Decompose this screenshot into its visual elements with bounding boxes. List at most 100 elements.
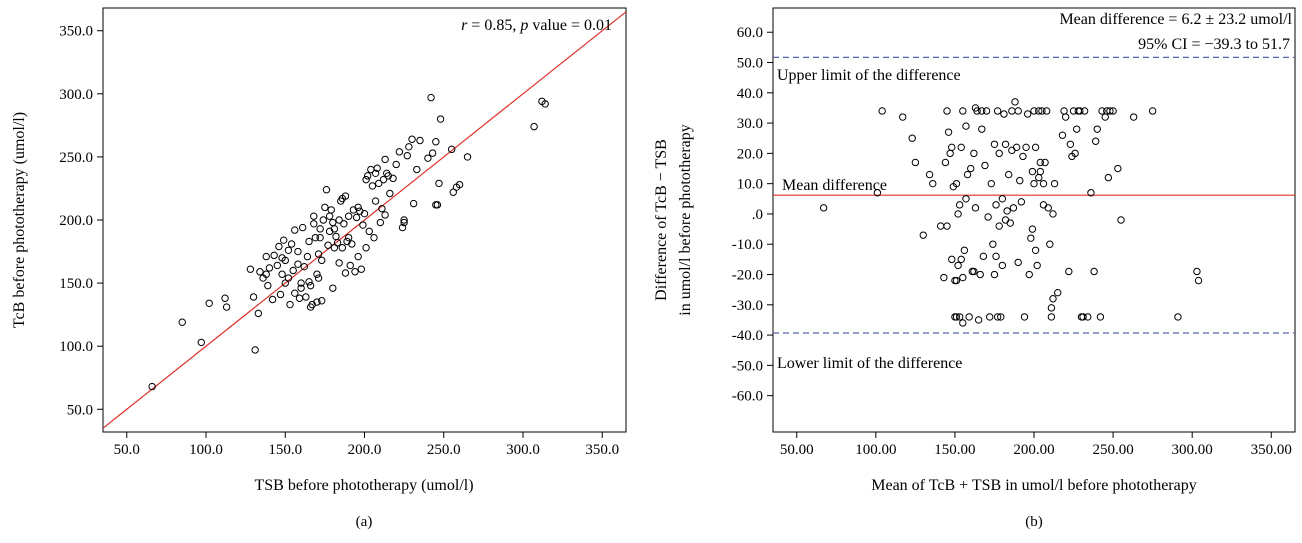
panel-b-data-point <box>1003 207 1011 215</box>
panel-b-label: (b) <box>1025 514 1043 530</box>
panel-b-data-point <box>990 270 999 279</box>
panel-b-data-point <box>1033 261 1041 270</box>
panel-b-data-point <box>1028 225 1037 233</box>
panel-a-y-tick-label: 250.0 <box>59 150 93 166</box>
panel-a-x-tick-label: 50.0 <box>114 442 140 458</box>
panel-a-data-point <box>316 233 324 242</box>
panel-b-data-point <box>1049 295 1057 303</box>
panel-b-data-point <box>974 316 983 324</box>
panel-a-data-point <box>435 179 443 188</box>
panel-b-data-point <box>1104 173 1113 182</box>
panel-a-data-point <box>386 189 394 198</box>
panel-a-y-tick-label: 100.0 <box>59 339 93 355</box>
panel-a-data-point <box>324 241 332 249</box>
panel-b-data-point <box>1091 137 1100 145</box>
panel-a-data-point <box>300 262 308 271</box>
panel-b-data-point <box>976 270 984 279</box>
panel-a-data-point <box>279 236 288 244</box>
panel-b-data-point <box>1080 107 1089 115</box>
panel-b-data-point <box>943 222 951 230</box>
panel-a-scatter-plot: 50.0 100.0 150.0 200.0 250.0 300.0 350.0 50.0 10… <box>11 7 627 530</box>
panel-b-upper-limit-label: Upper limit of the difference <box>777 67 961 84</box>
panel-b-x-tick-label: 300.00 <box>1172 442 1213 458</box>
panel-a-data-point <box>338 244 347 252</box>
panel-a-points <box>148 93 549 391</box>
panel-b-data-point <box>878 107 886 115</box>
panel-a-data-point <box>344 233 353 242</box>
panel-a-data-point <box>424 154 432 162</box>
panel-b-annotation-line1: Mean difference = 6.2 ± 23.2 umol/l <box>1059 11 1292 28</box>
panel-a-data-point <box>330 225 339 233</box>
panel-b-y-tick-label: 20.0 <box>737 146 763 162</box>
panel-a-data-point <box>329 284 337 292</box>
panel-a-data-point <box>375 179 383 188</box>
panel-a-data-point <box>379 175 388 184</box>
panel-b-data-point <box>1071 149 1079 158</box>
panel-b-mean-difference-label: Mean difference <box>782 177 887 194</box>
panel-b-data-point <box>987 179 995 188</box>
panel-b-data-point <box>1129 113 1138 121</box>
panel-b-data-point <box>1042 107 1051 115</box>
panel-b-data-point <box>946 149 954 158</box>
panel-b-data-point <box>936 222 945 230</box>
panel-b-data-point <box>997 313 1005 321</box>
panel-a-x-axis-title: TSB before phototherapy (umol/l) <box>254 477 473 494</box>
panel-b-data-point <box>962 195 970 203</box>
panel-a-y-tick-label: 300.0 <box>59 87 93 103</box>
panel-b-data-point <box>965 313 973 321</box>
panel-b-lower-limit-label: Lower limit of the difference <box>777 355 962 372</box>
panel-a-data-point <box>262 252 270 261</box>
panel-a-data-point <box>381 155 389 164</box>
panel-a-data-point <box>313 270 321 278</box>
panel-b-data-point <box>940 273 948 282</box>
panel-b-annotation-line2: 95% CI = −39.3 to 51.7 <box>1138 36 1290 53</box>
panel-b-data-point <box>1058 131 1067 139</box>
panel-b-data-point <box>911 158 920 167</box>
panel-a-label: (a) <box>356 514 373 530</box>
panel-a-data-point <box>335 216 343 224</box>
panel-a-data-point <box>373 164 381 172</box>
panel-b-data-point <box>955 201 964 209</box>
panel-b-data-point <box>1016 176 1024 185</box>
panel-b-data-point <box>1039 201 1048 209</box>
panel-b-x-tick-label: 350.00 <box>1251 442 1292 458</box>
panel-b-data-point <box>1046 240 1054 248</box>
panel-a-data-point <box>264 281 272 290</box>
panel-a-data-point <box>541 100 549 108</box>
panel-a-data-point <box>398 223 407 232</box>
panel-a-data-point <box>319 216 327 224</box>
panel-a-data-point <box>403 151 411 160</box>
panel-b-data-point <box>1001 216 1010 224</box>
panel-b-data-point <box>995 149 1003 158</box>
panel-a-data-point <box>321 203 329 212</box>
panel-a-data-point <box>294 247 302 256</box>
panel-b-data-point <box>1017 198 1026 206</box>
panel-a-x-tick-label: 300.0 <box>506 442 540 458</box>
panel-a-data-point <box>294 260 302 268</box>
panel-b-data-point <box>1106 107 1114 115</box>
panel-b-data-point <box>1114 164 1122 173</box>
panel-a-data-point <box>310 212 318 220</box>
panel-b-data-point <box>1035 173 1043 182</box>
panel-a-data-point <box>148 382 156 391</box>
panel-a-data-point <box>276 290 285 299</box>
panel-a-data-point <box>322 186 331 194</box>
panel-b-data-point <box>1036 167 1045 176</box>
panel-b-data-point <box>1038 107 1046 115</box>
panel-b-y-tick-label: 60.0 <box>737 25 763 41</box>
panel-b-data-point <box>899 113 907 121</box>
panel-a-data-point <box>357 265 366 273</box>
panel-a-data-point <box>289 266 297 275</box>
panel-a-data-point <box>428 149 437 157</box>
panel-b-data-point <box>1035 107 1043 115</box>
panel-b-data-point <box>1025 270 1033 279</box>
panel-a-data-point <box>376 218 385 227</box>
panel-a-data-point <box>222 303 231 311</box>
panel-b-data-point <box>1023 110 1032 118</box>
panel-a-data-point <box>463 153 472 161</box>
panel-a-data-point <box>408 135 416 143</box>
panel-b-data-point <box>1011 98 1019 106</box>
panel-a-data-point <box>297 284 305 292</box>
panel-b-data-point <box>908 134 916 142</box>
